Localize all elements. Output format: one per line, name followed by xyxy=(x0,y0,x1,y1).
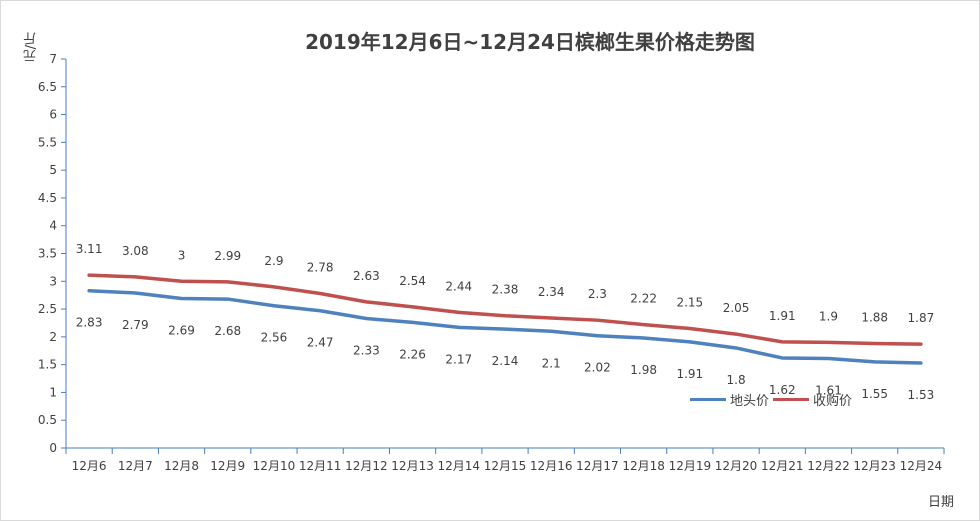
data-label-series-0: 2.79 xyxy=(122,318,149,332)
data-label-series-1: 2.63 xyxy=(353,269,380,283)
x-tick-label: 12月22 xyxy=(807,459,850,473)
data-label-series-0: 2.14 xyxy=(492,354,519,368)
x-tick-label: 12月14 xyxy=(438,459,481,473)
data-label-series-0: 2.02 xyxy=(584,361,611,375)
x-tick-label: 12月7 xyxy=(118,459,153,473)
data-label-series-1: 1.87 xyxy=(908,311,935,325)
x-tick-label: 12月6 xyxy=(72,459,107,473)
x-tick-label: 12月9 xyxy=(210,459,245,473)
data-label-series-1: 2.15 xyxy=(676,296,703,310)
data-label-series-0: 1.55 xyxy=(861,387,888,401)
data-label-series-1: 2.38 xyxy=(492,283,519,297)
legend-swatch-series-1 xyxy=(773,398,810,401)
data-label-series-0: 1.8 xyxy=(727,373,746,387)
y-tick-label: 0.5 xyxy=(38,413,57,427)
data-label-series-0: 2.26 xyxy=(399,347,426,361)
y-tick-label: 6 xyxy=(49,108,57,122)
data-label-series-0: 2.68 xyxy=(214,324,241,338)
y-tick-label: 1 xyxy=(49,385,57,399)
data-label-series-1: 2.54 xyxy=(399,274,426,288)
x-tick-label: 12月24 xyxy=(900,459,943,473)
data-label-series-0: 2.1 xyxy=(542,356,561,370)
data-label-series-1: 2.99 xyxy=(214,249,241,263)
data-label-series-1: 2.9 xyxy=(264,254,283,268)
legend-label-series-0: 地头价 xyxy=(730,394,770,409)
x-axis-label: 日期 xyxy=(928,495,955,510)
data-label-series-0: 2.17 xyxy=(445,352,472,366)
data-label-series-1: 2.05 xyxy=(723,301,750,315)
y-tick-label: 2 xyxy=(49,330,57,344)
data-label-series-1: 2.22 xyxy=(630,292,657,306)
x-tick-label: 12月19 xyxy=(669,459,712,473)
data-label-series-1: 1.88 xyxy=(861,311,888,325)
data-label-series-0: 2.69 xyxy=(168,324,195,338)
x-tick-label: 12月16 xyxy=(530,459,573,473)
data-label-series-1: 3.11 xyxy=(76,242,103,256)
y-tick-label: 5.5 xyxy=(38,135,57,149)
y-tick-label: 0 xyxy=(49,441,57,455)
data-label-series-0: 2.33 xyxy=(353,344,380,358)
data-label-series-0: 1.62 xyxy=(769,383,796,397)
y-tick-label: 2.5 xyxy=(38,302,57,316)
data-label-series-1: 2.3 xyxy=(588,287,607,301)
x-tick-label: 12月21 xyxy=(761,459,804,473)
data-label-series-1: 1.91 xyxy=(769,309,796,323)
y-tick-label: 4 xyxy=(49,219,57,233)
legend-label-series-1: 收购价 xyxy=(813,394,853,409)
chart-legend: 地头价 收购价 xyxy=(690,390,856,409)
y-tick-label: 3 xyxy=(49,274,57,288)
chart-title: 2019年12月6日~12月24日槟榔生果价格走势图 xyxy=(305,30,755,54)
legend-item-series-1: 收购价 xyxy=(773,390,852,409)
x-tick-label: 12月23 xyxy=(853,459,896,473)
data-label-series-1: 2.78 xyxy=(307,261,334,275)
y-tick-label: 4.5 xyxy=(38,191,57,205)
data-label-series-1: 3.08 xyxy=(122,244,149,258)
x-tick-label: 12月8 xyxy=(164,459,199,473)
x-tick-label: 12月17 xyxy=(576,459,619,473)
y-tick-label: 1.5 xyxy=(38,358,57,372)
x-tick-label: 12月12 xyxy=(345,459,388,473)
series-line-1 xyxy=(87,273,923,346)
data-label-series-0: 2.56 xyxy=(261,331,288,345)
y-tick-label: 7 xyxy=(49,52,57,66)
x-tick-label: 12月20 xyxy=(715,459,758,473)
series-line-0 xyxy=(87,288,923,365)
data-label-series-1: 1.9 xyxy=(819,309,838,323)
data-label-series-0: 2.83 xyxy=(76,316,103,330)
legend-item-series-0: 地头价 xyxy=(690,390,769,409)
data-label-series-1: 2.44 xyxy=(445,279,472,293)
data-label-series-0: 1.98 xyxy=(630,363,657,377)
data-label-series-0: 1.53 xyxy=(908,388,935,402)
x-tick-label: 12月15 xyxy=(484,459,527,473)
data-label-series-0: 1.91 xyxy=(676,367,703,381)
x-tick-label: 12月10 xyxy=(253,459,296,473)
x-tick-label: 12月11 xyxy=(299,459,342,473)
y-tick-label: 6.5 xyxy=(38,80,57,94)
y-tick-label: 3.5 xyxy=(38,247,57,261)
y-tick-label: 5 xyxy=(49,163,57,177)
legend-swatch-series-0 xyxy=(690,398,726,401)
data-label-series-1: 2.34 xyxy=(538,285,565,299)
x-tick-label: 12月18 xyxy=(622,459,665,473)
data-label-series-1: 3 xyxy=(178,248,186,262)
data-label-series-0: 1.61 xyxy=(815,384,842,398)
x-tick-label: 12月13 xyxy=(391,459,434,473)
data-label-series-0: 2.47 xyxy=(307,336,334,350)
